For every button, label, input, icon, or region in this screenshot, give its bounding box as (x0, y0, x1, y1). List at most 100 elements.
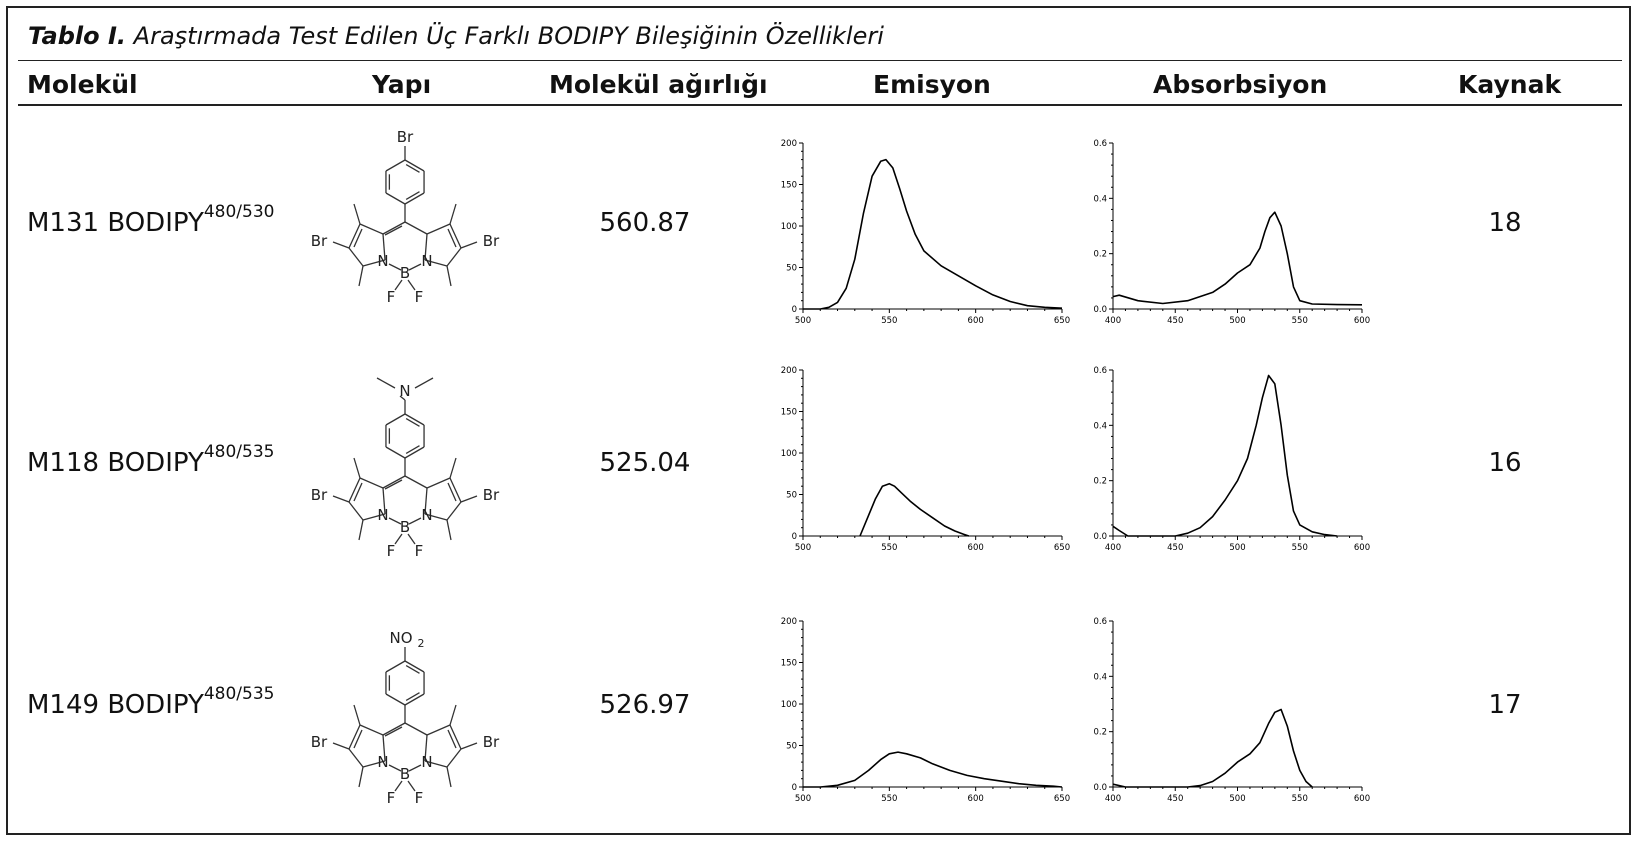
bond (424, 487, 428, 515)
bond (362, 259, 386, 267)
structure-bonds (332, 647, 478, 792)
row-3-reference: 17 (1488, 690, 1522, 720)
header-reference: Kaynak (1458, 70, 1562, 99)
y-tick-label: 0 (792, 783, 797, 793)
bond (447, 482, 457, 502)
y-tick-label: 100 (781, 700, 797, 710)
bond (405, 164, 420, 173)
header-structure: Yapı (372, 70, 432, 99)
emission-chart-m131: 0 50 100 150 200 500 550 600 650 (781, 139, 1070, 326)
atom-n-right: N (421, 252, 432, 270)
header-emission: Emisyon (873, 70, 991, 99)
y-tick-label: 100 (781, 449, 797, 459)
series-line (859, 482, 970, 537)
atom-f-left: F (387, 542, 396, 560)
x-tick-label: 500 (1229, 543, 1245, 553)
bond (405, 191, 420, 200)
y-tick-label: 0.4 (1093, 194, 1107, 204)
x-tick-label: 600 (1354, 794, 1370, 804)
bond (332, 742, 350, 750)
axes (1109, 142, 1363, 313)
bond (385, 413, 406, 426)
axes (1109, 369, 1363, 540)
x-tick-label: 400 (1105, 316, 1121, 326)
y-tick-label: 0.0 (1093, 532, 1107, 542)
bond (388, 263, 402, 271)
axes (799, 369, 1063, 540)
bond (332, 241, 350, 249)
bond (404, 475, 428, 489)
structure-m149: N NBF F Br Br NO 2 (311, 629, 500, 807)
atom-br-left: Br (311, 486, 328, 504)
bond (404, 660, 425, 673)
bond (426, 477, 451, 489)
atom-br-left: Br (311, 733, 328, 751)
x-tick-label: 400 (1105, 794, 1121, 804)
atom-b: B (400, 264, 410, 282)
caption-rule (18, 60, 1622, 61)
row-3-weight: 526.97 (599, 690, 691, 720)
bond (362, 513, 386, 521)
row-3-name-text: M149 BODIPY (27, 690, 204, 720)
atom-n-left: N (377, 753, 388, 771)
bond (394, 279, 403, 291)
structure-bonds (332, 377, 478, 545)
axes (799, 620, 1063, 791)
bond (353, 482, 363, 502)
bond (404, 413, 425, 426)
x-tick-label: 450 (1167, 316, 1183, 326)
bond (382, 487, 386, 515)
bond (358, 265, 364, 287)
bond (424, 734, 428, 762)
caption-label: Tablo I. (28, 22, 127, 50)
bond (449, 223, 462, 249)
axes (1109, 620, 1363, 791)
row-3-superscript: 480/535 (203, 684, 275, 704)
y-tick-label: 0.6 (1093, 617, 1107, 627)
bond (446, 766, 452, 788)
bond (426, 223, 451, 235)
y-tick-label: 200 (781, 366, 797, 376)
atom-no2-subscript: 2 (418, 637, 425, 650)
atom-f-right: F (415, 288, 424, 306)
bond (449, 203, 457, 225)
table-caption: Tablo I. Araştırmada Test Edilen Üç Fark… (28, 22, 884, 50)
bond (449, 457, 457, 479)
y-tick-label: 0.2 (1093, 728, 1107, 738)
y-tick-label: 200 (781, 139, 797, 149)
x-tick-label: 550 (881, 794, 897, 804)
bond (332, 495, 350, 503)
x-tick-label: 400 (1105, 543, 1121, 553)
bond (353, 704, 361, 726)
x-tick-label: 500 (795, 794, 811, 804)
bond (447, 729, 457, 749)
bond (405, 665, 420, 674)
atom-f-right: F (415, 542, 424, 560)
bond (408, 263, 422, 271)
atom-f-left: F (387, 789, 396, 807)
emission-chart-m118: 0 50 100 150 200 500 550 600 650 (781, 366, 1070, 553)
bond (414, 377, 434, 389)
bond (404, 722, 428, 736)
atom-n-right: N (421, 506, 432, 524)
series-line (1112, 211, 1363, 306)
axes (799, 142, 1063, 313)
bond (359, 223, 384, 235)
bond (385, 159, 406, 172)
y-tick-label: 0.0 (1093, 305, 1107, 315)
y-tick-label: 0.6 (1093, 139, 1107, 149)
bond (358, 519, 364, 541)
x-tick-label: 550 (1292, 316, 1308, 326)
x-tick-label: 550 (881, 316, 897, 326)
y-tick-label: 0.0 (1093, 783, 1107, 793)
x-tick-label: 650 (1054, 316, 1070, 326)
bond (446, 247, 462, 267)
row-1-name-text: M131 BODIPY (27, 208, 204, 238)
bond (404, 159, 425, 172)
bond (407, 780, 416, 792)
y-tick-label: 50 (786, 264, 797, 274)
bond (359, 477, 384, 489)
emission-chart-m149: 0 50 100 150 200 500 550 600 650 (781, 617, 1070, 804)
atom-n-top: N (399, 382, 410, 400)
bond (446, 501, 462, 521)
